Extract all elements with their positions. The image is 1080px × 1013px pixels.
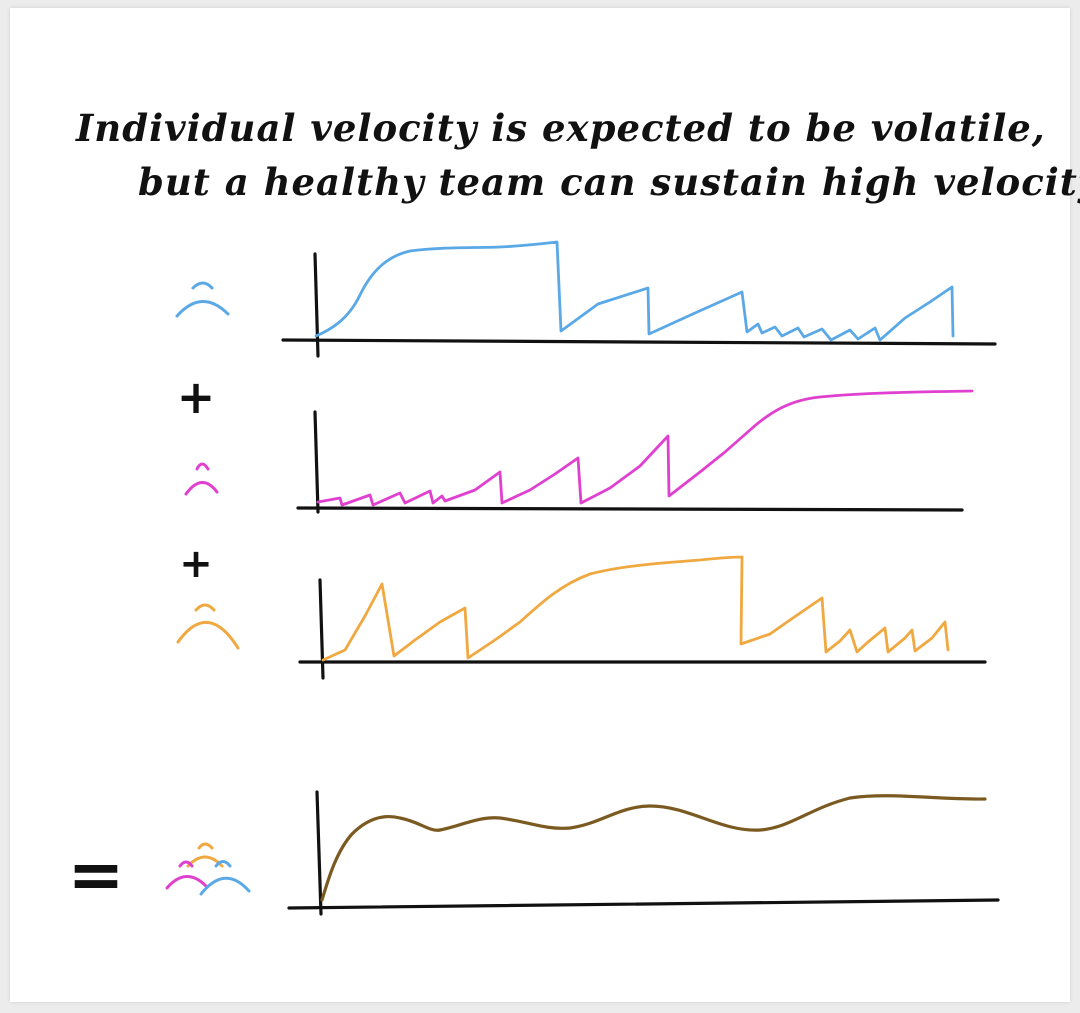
group-icon: [165, 842, 251, 896]
person-icon: [176, 603, 240, 650]
blue-head: [214, 860, 232, 868]
person-head: [194, 603, 216, 612]
velocity-line-magenta: [316, 389, 974, 507]
chart-axes: [296, 410, 964, 514]
chart-axes: [281, 252, 997, 358]
person-shoulders: [184, 481, 219, 496]
plus-sign: +: [177, 370, 216, 424]
velocity-line-team: [320, 794, 987, 902]
equals-text: =: [68, 836, 125, 915]
velocity-line-orange: [321, 555, 950, 662]
chart-axes: [298, 578, 987, 680]
person-icon: [184, 462, 219, 496]
person-shoulders: [176, 621, 240, 650]
magenta-head: [178, 860, 194, 868]
equals-sign: =: [68, 836, 125, 915]
blue-shoulders: [199, 876, 251, 896]
velocity-line-blue: [314, 240, 955, 342]
orange-head: [197, 842, 214, 850]
magenta-shoulders: [165, 875, 208, 890]
person-head: [191, 281, 214, 290]
title-line-2: but a healthy team can sustain high velo…: [138, 160, 1080, 204]
person-shoulders: [175, 300, 230, 318]
plus-sign: +: [179, 541, 213, 587]
person-head: [195, 462, 210, 471]
illustration-card: Individual velocity is expected to be vo…: [10, 8, 1080, 1002]
chart-axes: [287, 790, 1000, 916]
person-icon: [175, 281, 230, 318]
title-line-1: Individual velocity is expected to be vo…: [76, 106, 1046, 150]
